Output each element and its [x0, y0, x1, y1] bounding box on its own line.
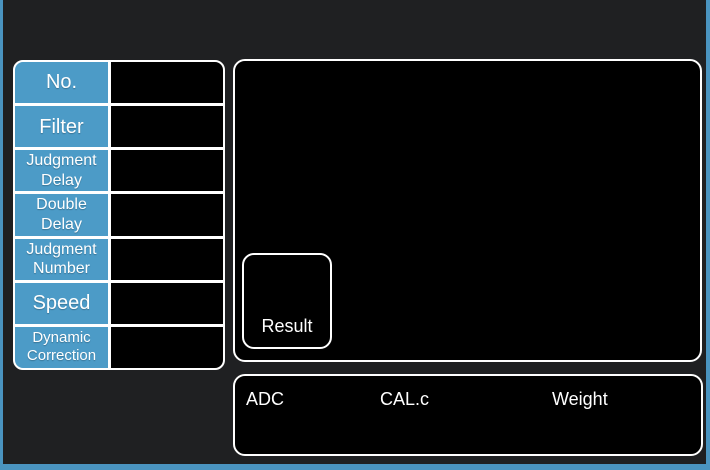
param-value-judgment-delay[interactable] [111, 150, 223, 192]
weight-label: Weight [552, 389, 608, 409]
param-value-dynamic-correction[interactable] [111, 326, 223, 368]
param-label-no: No. [15, 62, 108, 104]
param-value-double-delay[interactable] [111, 194, 223, 236]
param-value-speed[interactable] [111, 282, 223, 324]
param-value-no[interactable] [111, 62, 223, 104]
param-value-judgment-number[interactable] [111, 238, 223, 280]
cal-label: CAL.c [380, 389, 430, 409]
parameter-table: No. Filter Judgment Delay Double Delay J… [13, 60, 225, 370]
device-screen: No. Filter Judgment Delay Double Delay J… [3, 0, 706, 464]
param-label-dynamic-correction: Dynamic Correction [15, 326, 108, 368]
status-panel: ADC CAL.c Weight [233, 374, 703, 456]
param-label-double-delay: Double Delay [15, 194, 108, 236]
param-label-judgment-delay: Judgment Delay [15, 150, 108, 192]
param-label-judgment-number: Judgment Number [15, 238, 108, 280]
adc-label: ADC [246, 389, 285, 409]
param-label-filter: Filter [15, 106, 108, 148]
result-label: Result [261, 316, 313, 336]
result-box: Result [242, 253, 332, 349]
main-display-panel: Result [233, 59, 702, 362]
param-label-speed: Speed [15, 282, 108, 324]
param-value-filter[interactable] [111, 106, 223, 148]
